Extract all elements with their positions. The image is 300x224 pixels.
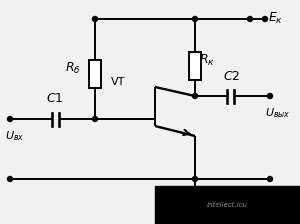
Text: VT: VT bbox=[111, 77, 125, 87]
Circle shape bbox=[193, 17, 197, 22]
Circle shape bbox=[262, 17, 268, 22]
Circle shape bbox=[8, 116, 13, 121]
Text: $R_к$: $R_к$ bbox=[199, 52, 215, 68]
Text: $C1$: $C1$ bbox=[46, 92, 64, 105]
Text: intellect.icu: intellect.icu bbox=[207, 202, 248, 208]
Text: $E_к$: $E_к$ bbox=[268, 11, 283, 26]
Circle shape bbox=[92, 116, 98, 121]
Text: $U_{вых}$: $U_{вых}$ bbox=[265, 106, 290, 120]
Circle shape bbox=[92, 17, 98, 22]
Circle shape bbox=[193, 177, 197, 181]
Text: $C2$: $C2$ bbox=[223, 70, 241, 83]
Bar bbox=[189, 52, 201, 80]
Text: $R_б$: $R_б$ bbox=[65, 60, 81, 75]
Circle shape bbox=[193, 93, 197, 99]
Bar bbox=[155, 186, 300, 224]
Text: $U_{вх}$: $U_{вх}$ bbox=[5, 129, 24, 143]
Circle shape bbox=[248, 17, 253, 22]
Circle shape bbox=[268, 93, 272, 99]
Circle shape bbox=[268, 177, 272, 181]
Bar bbox=[89, 60, 101, 88]
Circle shape bbox=[8, 177, 13, 181]
